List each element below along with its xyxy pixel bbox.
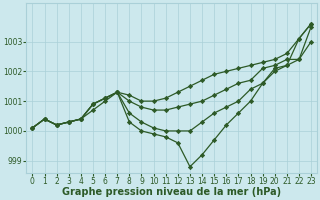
X-axis label: Graphe pression niveau de la mer (hPa): Graphe pression niveau de la mer (hPa): [62, 187, 281, 197]
